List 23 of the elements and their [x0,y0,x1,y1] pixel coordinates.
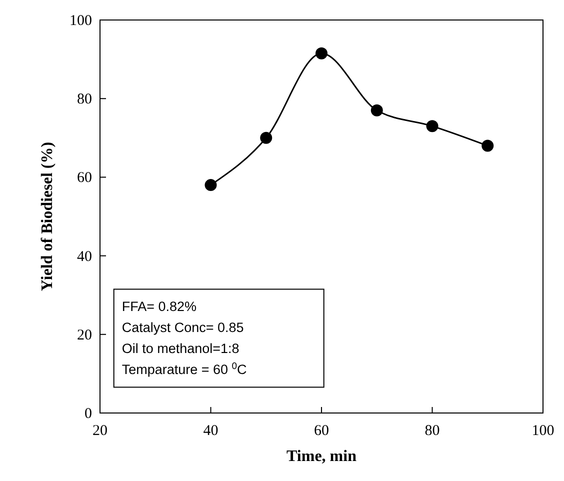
x-axis-title: Time, min [286,448,357,465]
point [482,140,494,152]
y-tick-label: 100 [70,13,92,29]
point [204,179,217,192]
y-tick-label: 0 [84,406,92,422]
annotation: Oil to methanol=1:8 [122,341,240,356]
y-tick-label: 40 [77,248,92,265]
y-axis-title: Yield of Biodiesel (%) [39,142,56,292]
x-tick-label: 40 [203,423,218,439]
annotation: FFA= 0.82% [122,299,197,314]
point [426,120,438,132]
point [260,132,272,144]
y-tick-label: 20 [77,327,92,344]
annotation: Temparature = 60 $^{0}$C [122,360,248,378]
point [370,104,383,116]
x-tick-label: 60 [314,423,329,439]
annotation: Catalyst Conc= 0.85 [122,320,244,336]
y-tick-label: 60 [77,170,92,186]
x-tick-label: 80 [424,423,440,439]
x-tick-label: 20 [92,423,108,439]
point [316,47,328,60]
y-tick-label: 80 [77,92,92,108]
x-tick-label: 100 [532,423,554,439]
